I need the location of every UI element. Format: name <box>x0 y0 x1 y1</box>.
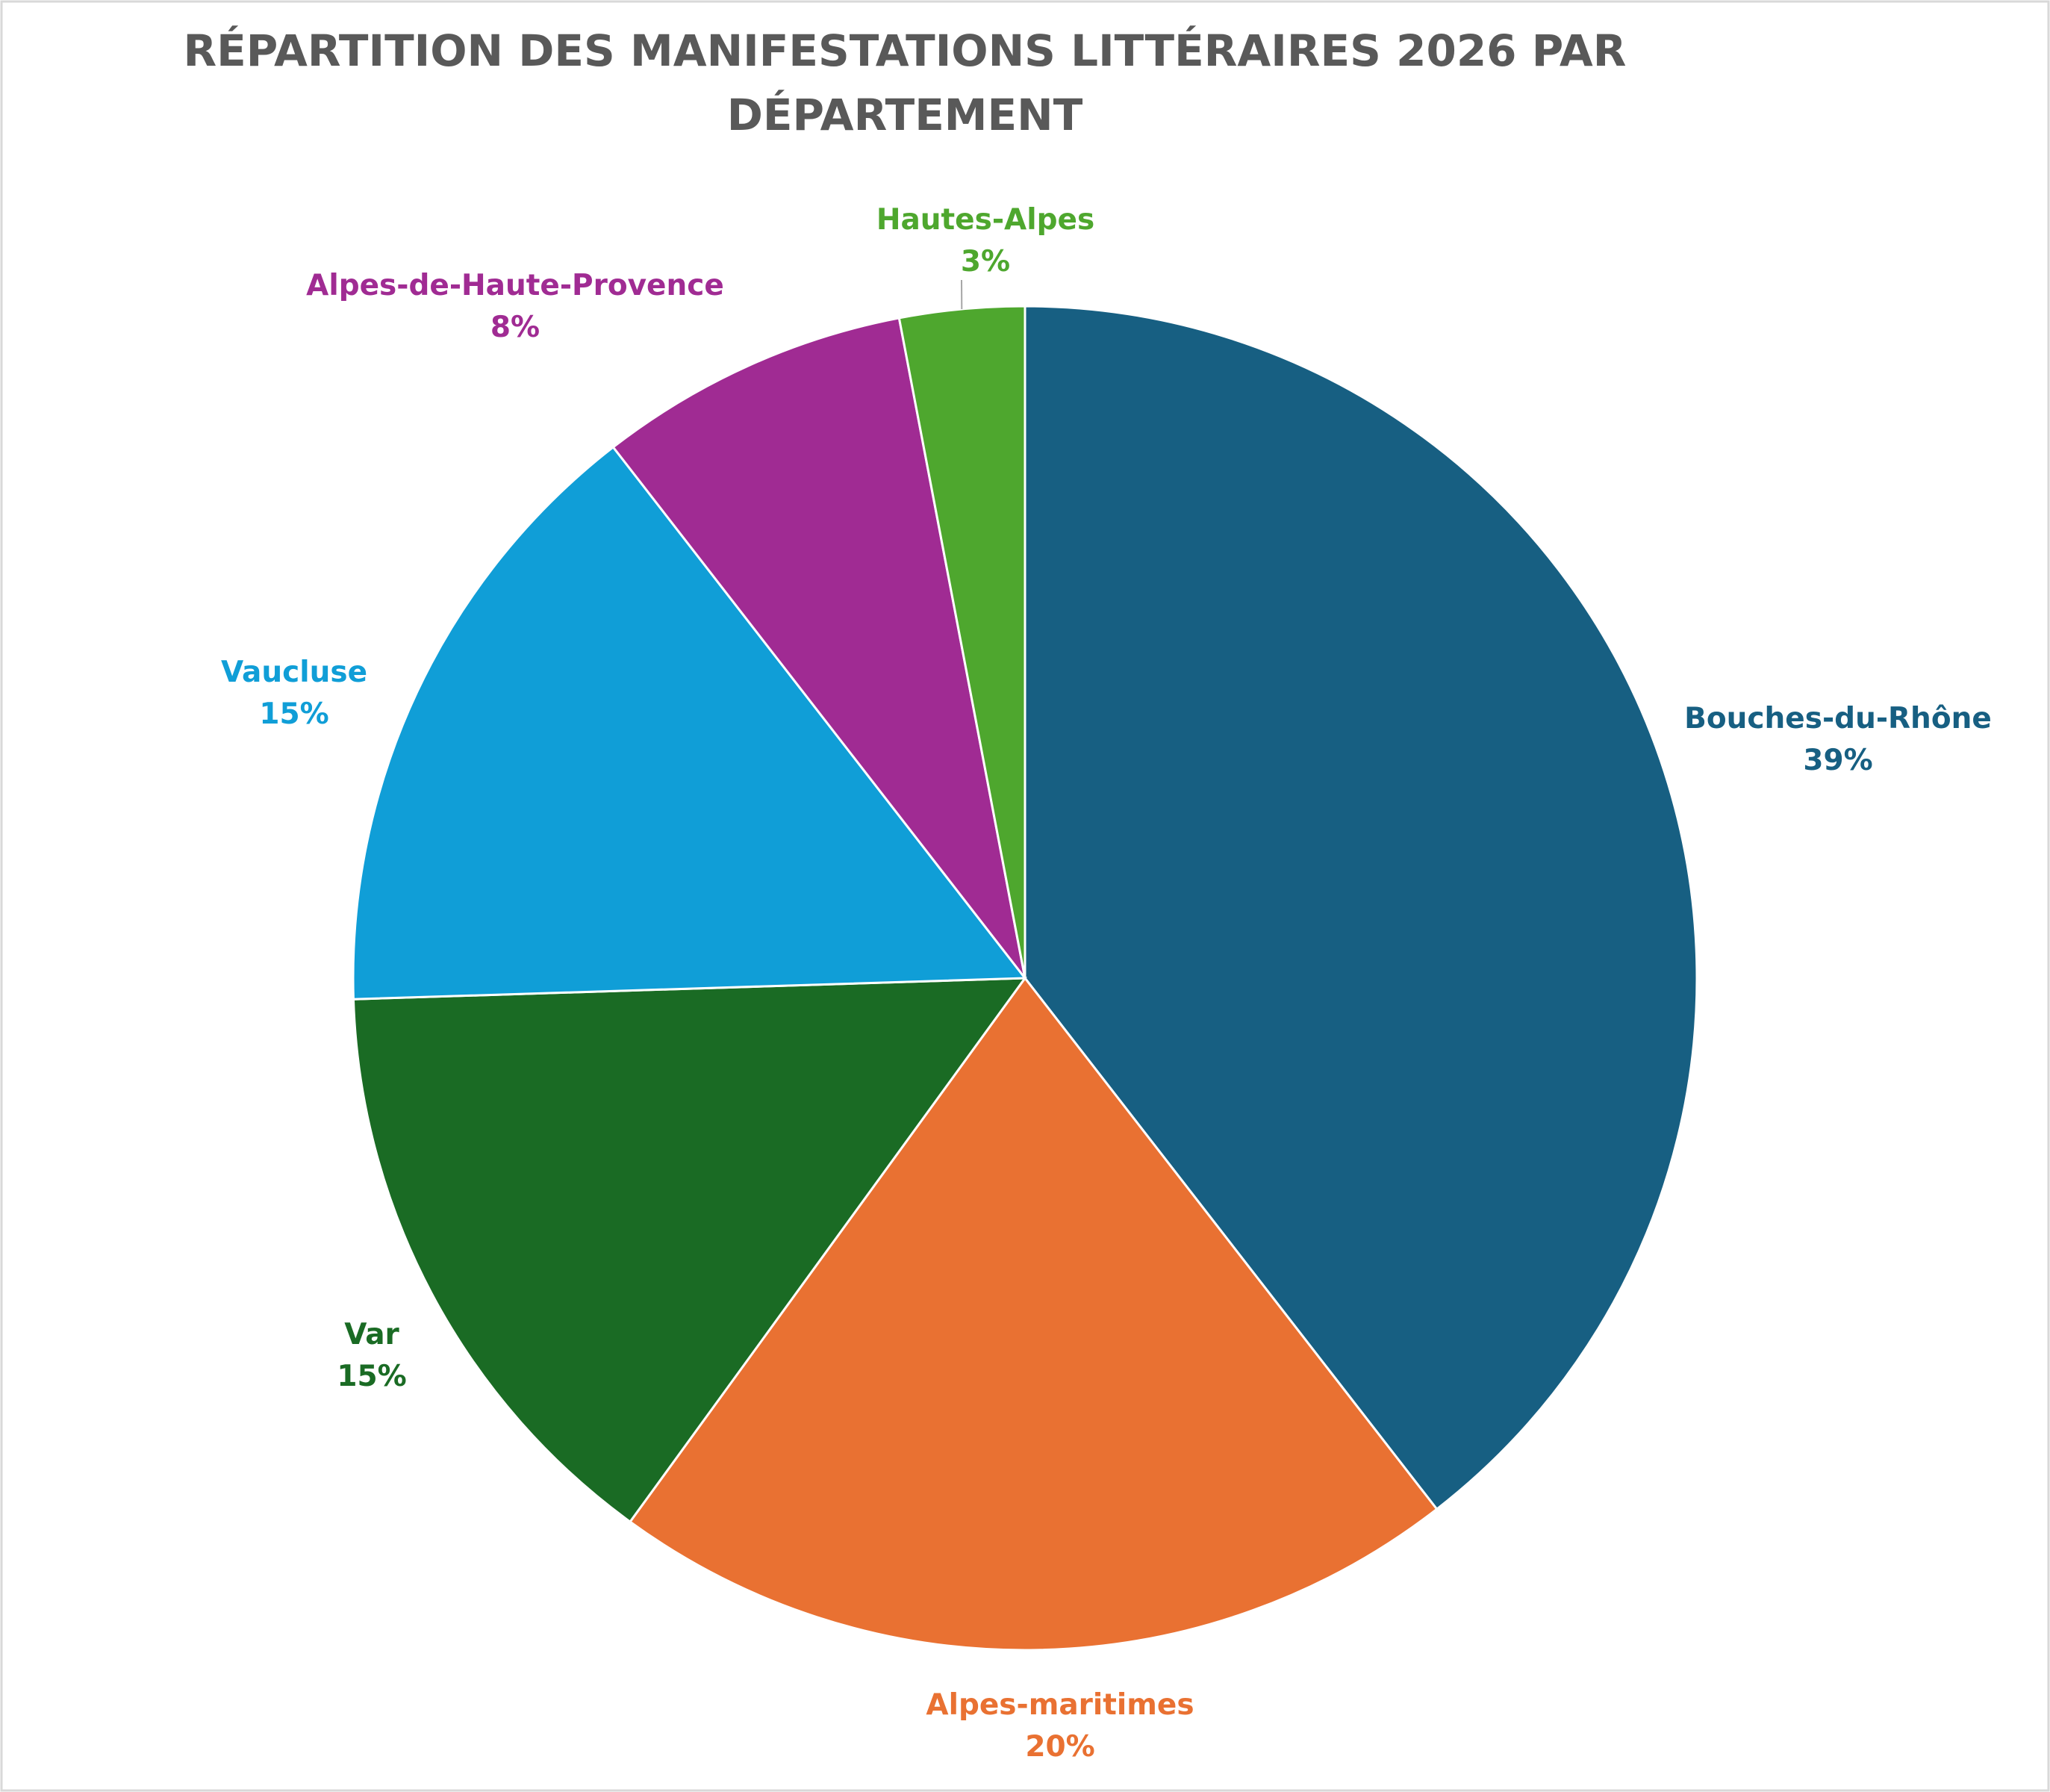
data-label-name-alpes-de-haute-provence: Alpes-de-Haute-Provence <box>306 269 724 302</box>
data-label-name-vaucluse: Vaucluse <box>221 656 367 689</box>
data-labels: Bouches-du-Rhône 39% Alpes-maritimes 20% Var… <box>221 203 1992 1764</box>
pie-slice-alpes-maritimes <box>628 976 1439 1652</box>
data-label-name-bouches-du-rhone: Bouches-du-Rhône <box>1684 702 1992 735</box>
data-label-percent-alpes-de-haute-provence: 8% <box>490 311 540 344</box>
pie-slice-var <box>352 977 1028 1524</box>
chart-title-line-1: RÉPARTITION DES MANIFESTATIONS LITTÉRAIR… <box>184 25 1627 76</box>
data-label-name-alpes-maritimes: Alpes-maritimes <box>926 1688 1194 1722</box>
pie-slices <box>352 305 1698 1652</box>
data-label-percent-bouches-du-rhone: 39% <box>1803 744 1872 777</box>
chart-title-line-2: DÉPARTEMENT <box>727 89 1083 140</box>
pie-slice-hautes-alpes <box>897 305 1026 979</box>
pie-slice-alpes-de-haute-provence <box>611 317 1026 979</box>
data-label-percent-vaucluse: 15% <box>259 697 328 731</box>
data-label-percent-var: 15% <box>337 1360 406 1393</box>
data-label-percent-hautes-alpes: 3% <box>961 245 1010 279</box>
data-label-percent-alpes-maritimes: 20% <box>1025 1730 1094 1764</box>
data-label-name-hautes-alpes: Hautes-Alpes <box>876 203 1094 237</box>
data-label-name-var: Var <box>344 1318 399 1351</box>
pie-slice-vaucluse <box>352 445 1027 1001</box>
pie-slice-bouches-du-rhone <box>1024 305 1698 1511</box>
